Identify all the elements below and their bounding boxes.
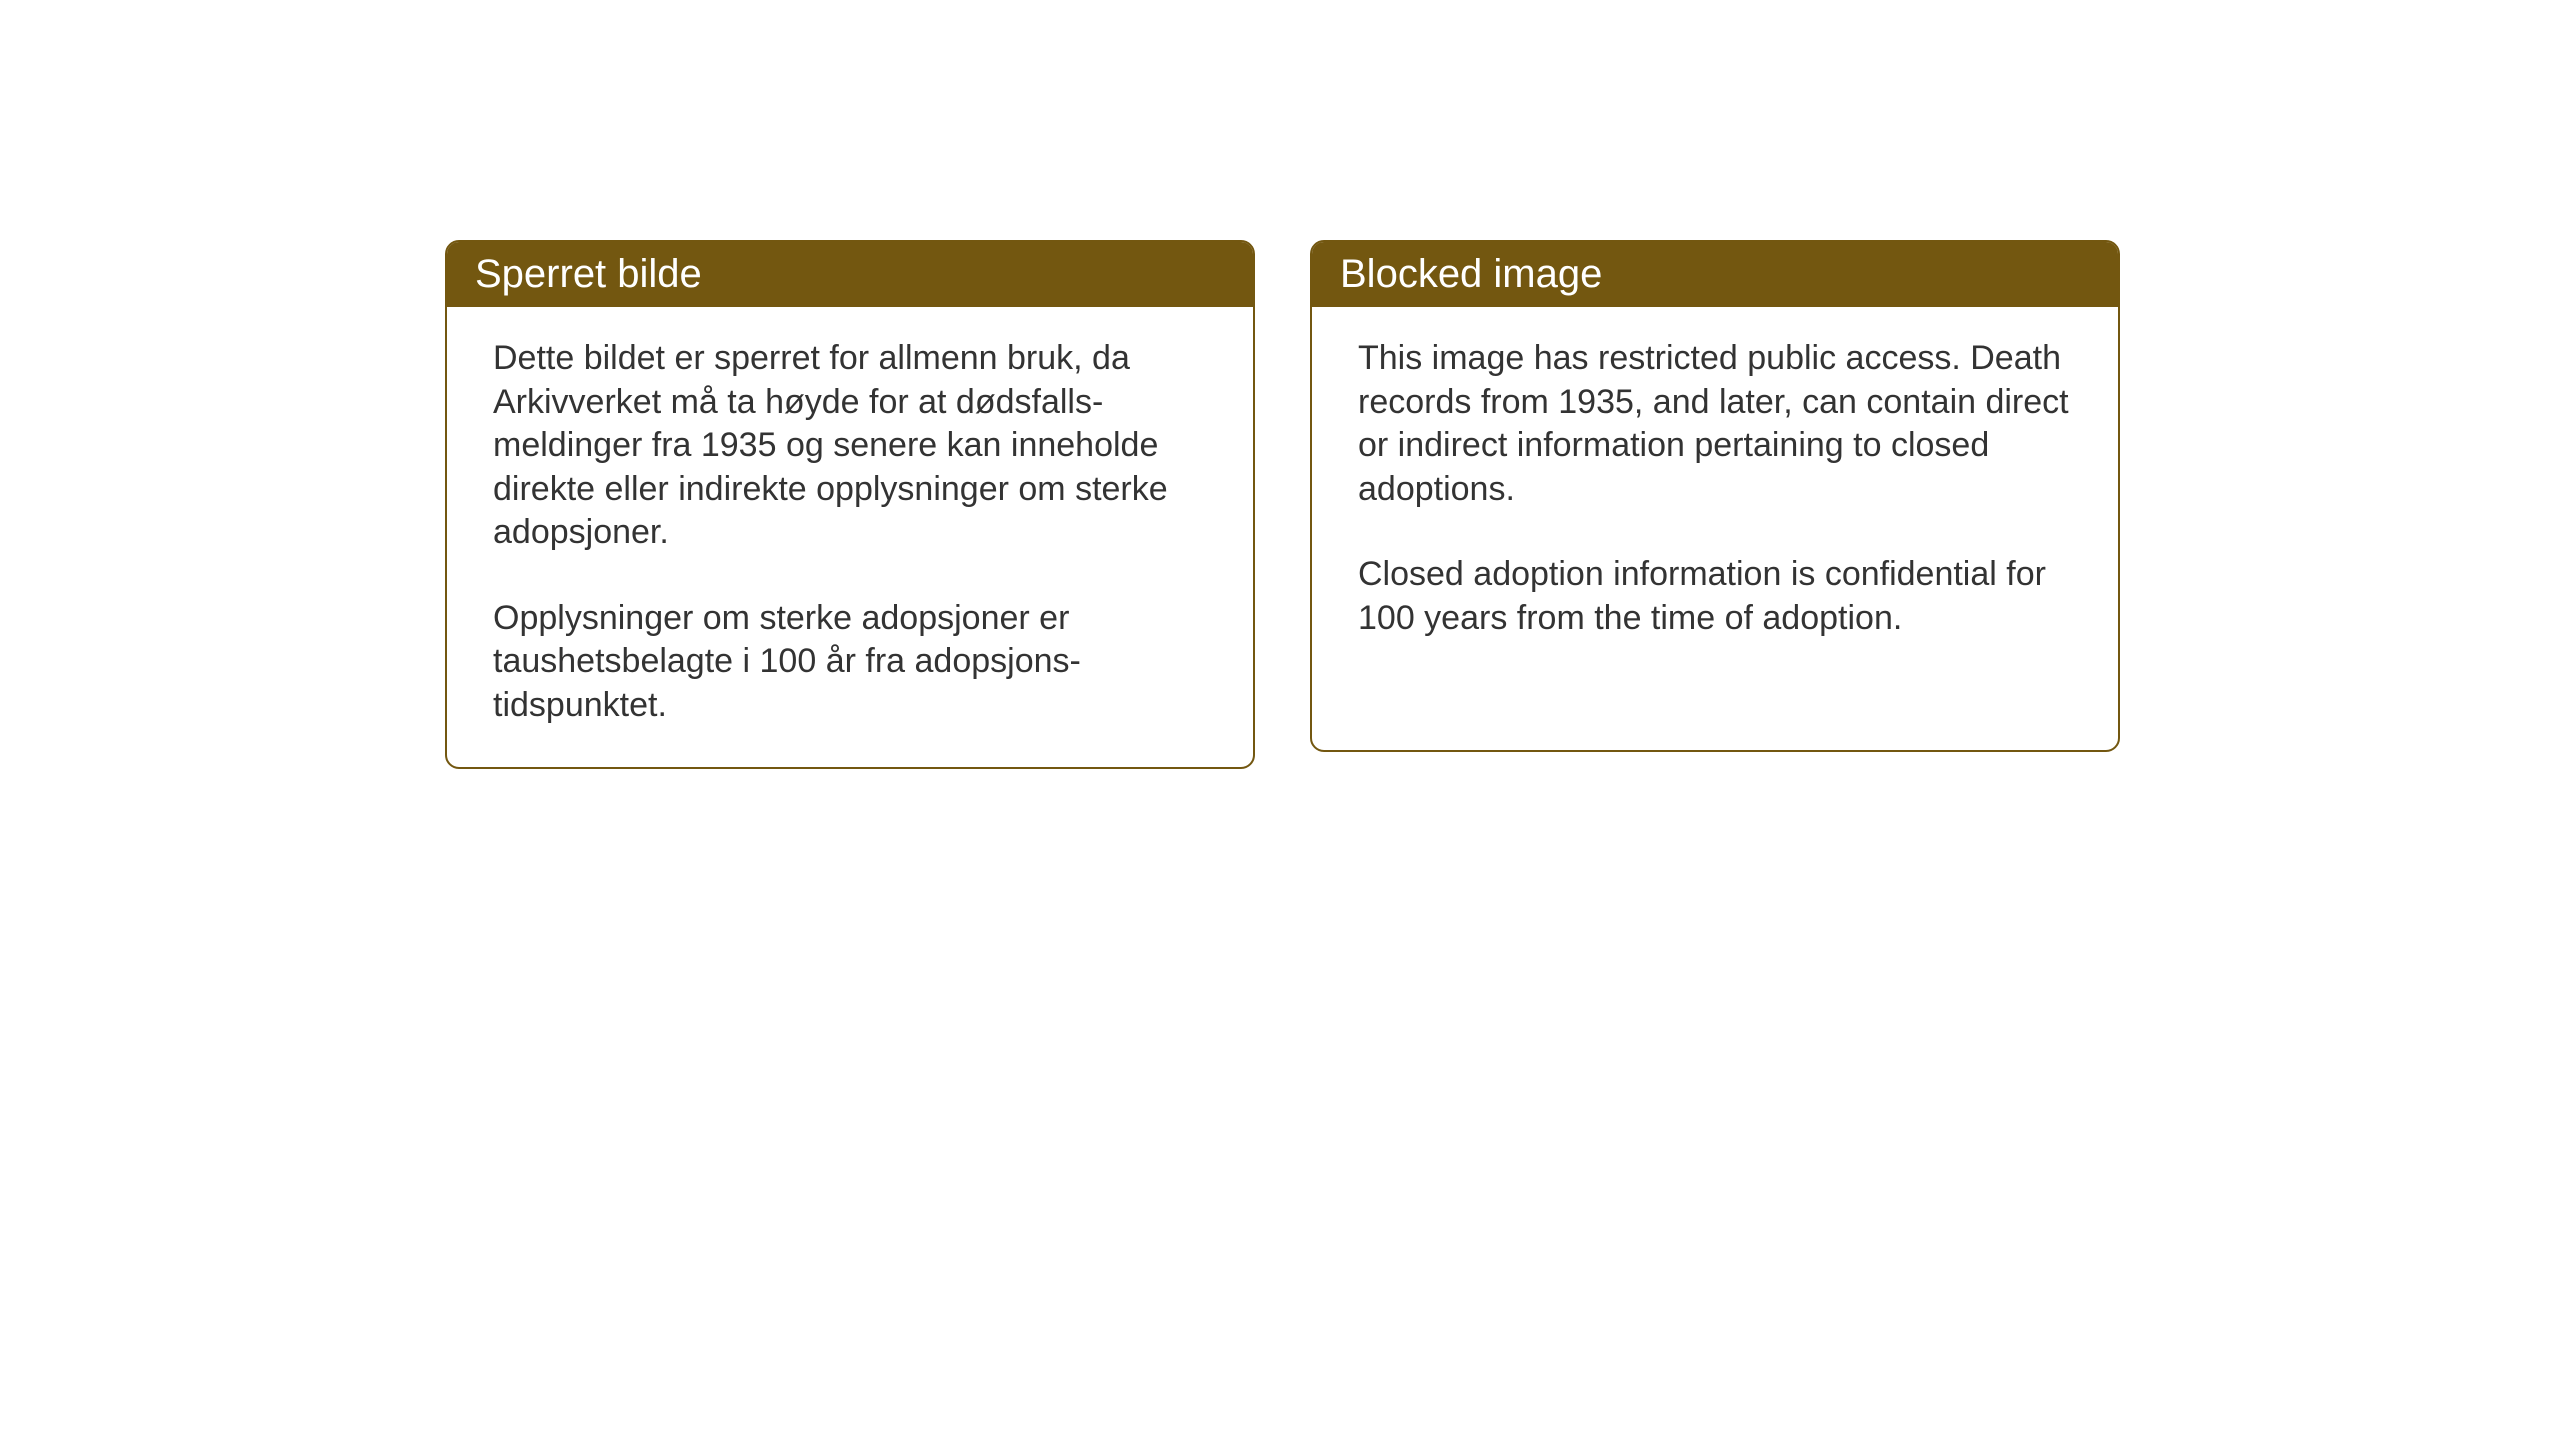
notice-container: Sperret bilde Dette bildet er sperret fo… [445,240,2120,769]
english-notice-card: Blocked image This image has restricted … [1310,240,2120,752]
norwegian-paragraph-2: Opplysninger om sterke adopsjoner er tau… [493,597,1207,728]
norwegian-paragraph-1: Dette bildet er sperret for allmenn bruk… [493,337,1207,555]
english-paragraph-1: This image has restricted public access.… [1358,337,2072,511]
english-card-title: Blocked image [1312,242,2118,307]
norwegian-card-body: Dette bildet er sperret for allmenn bruk… [447,307,1253,767]
english-card-body: This image has restricted public access.… [1312,307,2118,680]
norwegian-notice-card: Sperret bilde Dette bildet er sperret fo… [445,240,1255,769]
norwegian-card-title: Sperret bilde [447,242,1253,307]
english-paragraph-2: Closed adoption information is confident… [1358,553,2072,640]
